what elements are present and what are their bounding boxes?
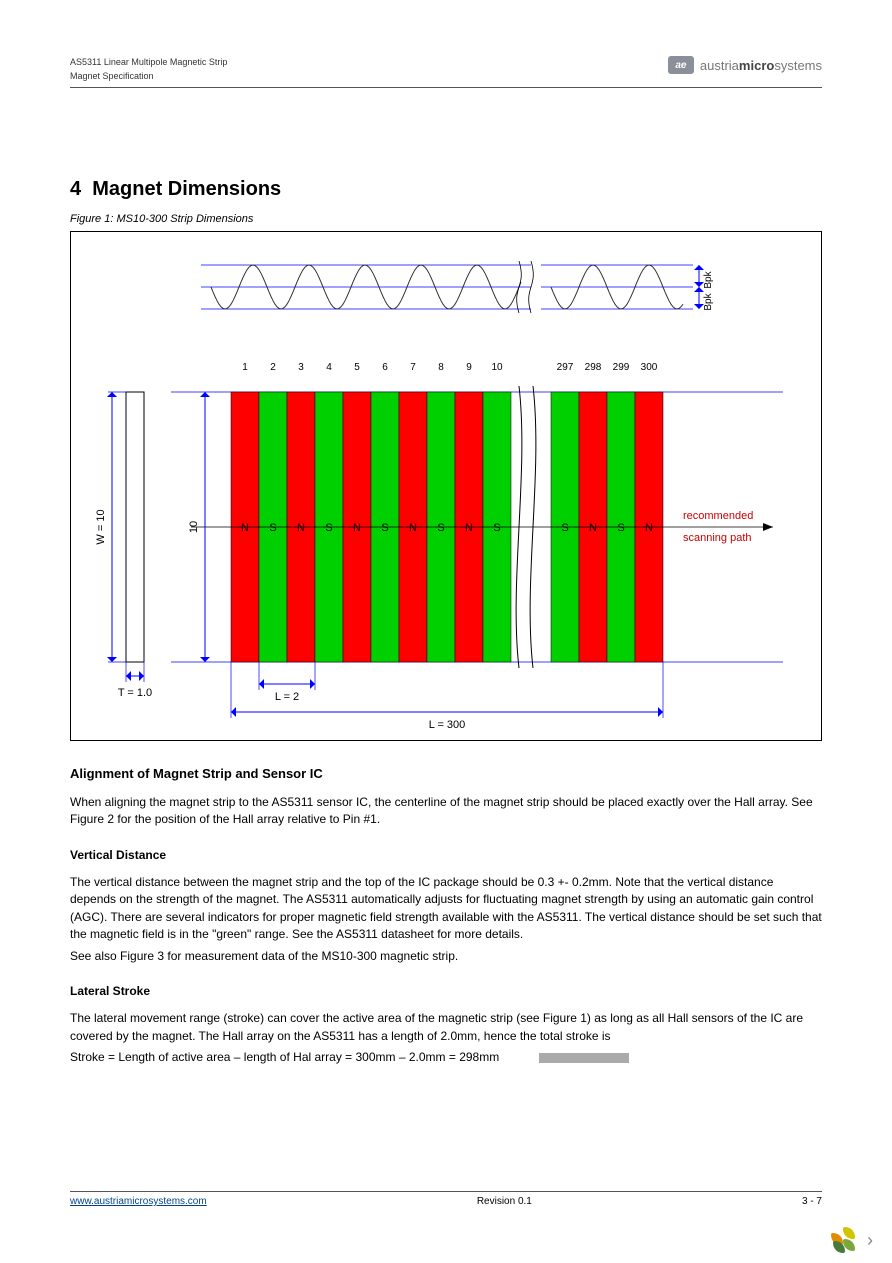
svg-text:scanning path: scanning path xyxy=(683,532,752,544)
figure-1-diagram: Bpk Bpk 1 2 3 4 5 6 7 8 9 10 297 298 299 300 N S N S N S N S N S S… xyxy=(70,231,822,741)
brand-logo-icon: ae xyxy=(668,56,694,74)
svg-text:7: 7 xyxy=(410,362,416,373)
svg-text:6: 6 xyxy=(382,362,388,373)
footer-revision: Revision 0.1 xyxy=(477,1196,532,1207)
svg-text:N: N xyxy=(465,522,473,534)
section-title: 4 Magnet Dimensions xyxy=(70,178,822,201)
section-name: Magnet Dimensions xyxy=(92,178,281,200)
svg-text:N: N xyxy=(409,522,417,534)
svg-text:N: N xyxy=(589,522,597,534)
svg-text:298: 298 xyxy=(585,362,602,373)
footer-page: 3 - 7 xyxy=(802,1196,822,1207)
doc-title: AS5311 Linear Multipole Magnetic Strip xyxy=(70,56,227,70)
brand-systems: systems xyxy=(774,58,822,73)
svg-text:3: 3 xyxy=(298,362,304,373)
vertical-heading: Vertical Distance xyxy=(70,847,822,864)
svg-text:recommended: recommended xyxy=(683,510,753,522)
svg-text:1: 1 xyxy=(242,362,248,373)
alignment-p1: When aligning the magnet strip to the AS… xyxy=(70,794,822,829)
svg-text:N: N xyxy=(645,522,653,534)
doc-subtitle: Magnet Specification xyxy=(70,70,227,84)
svg-text:8: 8 xyxy=(438,362,444,373)
lateral-formula: Stroke = Length of active area – length … xyxy=(70,1050,499,1064)
section-number: 4 xyxy=(70,178,81,200)
svg-text:L = 300: L = 300 xyxy=(429,719,466,731)
footer-url[interactable]: www.austriamicrosystems.com xyxy=(70,1196,207,1207)
svg-text:T = 1.0: T = 1.0 xyxy=(118,687,152,699)
lateral-heading: Lateral Stroke xyxy=(70,983,822,1000)
header-left: AS5311 Linear Multipole Magnetic Strip M… xyxy=(70,56,227,83)
svg-text:S: S xyxy=(269,522,276,534)
brand-austria: austria xyxy=(700,58,739,73)
flower-icon xyxy=(831,1227,857,1253)
corner-widget[interactable]: › xyxy=(812,1217,892,1263)
svg-text:S: S xyxy=(437,522,444,534)
alignment-section: Alignment of Magnet Strip and Sensor IC … xyxy=(70,765,822,1067)
svg-text:2: 2 xyxy=(270,362,276,373)
header-right: ae austriamicrosystems xyxy=(668,56,822,74)
svg-text:S: S xyxy=(325,522,332,534)
svg-text:N: N xyxy=(241,522,249,534)
redacted-block xyxy=(539,1053,629,1063)
svg-text:S: S xyxy=(381,522,388,534)
lateral-p2: Stroke = Length of active area – length … xyxy=(70,1049,822,1066)
strip-diagram-svg: Bpk Bpk 1 2 3 4 5 6 7 8 9 10 297 298 299 300 N S N S N S N S N S S… xyxy=(71,232,821,740)
svg-text:10: 10 xyxy=(491,362,503,373)
svg-text:Bpk: Bpk xyxy=(703,270,714,288)
svg-text:297: 297 xyxy=(557,362,574,373)
svg-text:N: N xyxy=(353,522,361,534)
figure-caption: Figure 1: MS10-300 Strip Dimensions xyxy=(70,213,822,225)
lateral-p1: The lateral movement range (stroke) can … xyxy=(70,1010,822,1045)
svg-text:S: S xyxy=(493,522,500,534)
svg-text:5: 5 xyxy=(354,362,360,373)
header-rule xyxy=(70,87,822,88)
svg-text:S: S xyxy=(561,522,568,534)
alignment-heading: Alignment of Magnet Strip and Sensor IC xyxy=(70,765,822,784)
svg-text:Bpk: Bpk xyxy=(703,292,714,310)
svg-text:L = 2: L = 2 xyxy=(275,691,299,703)
svg-text:N: N xyxy=(297,522,305,534)
brand-micro: micro xyxy=(739,58,774,73)
chevron-right-icon[interactable]: › xyxy=(867,1230,873,1251)
page-header: AS5311 Linear Multipole Magnetic Strip M… xyxy=(70,56,822,83)
svg-text:9: 9 xyxy=(466,362,472,373)
page-footer: www.austriamicrosystems.com Revision 0.1… xyxy=(70,1191,822,1207)
svg-text:300: 300 xyxy=(641,362,658,373)
svg-text:299: 299 xyxy=(613,362,630,373)
svg-text:W = 10: W = 10 xyxy=(95,509,107,544)
svg-text:10: 10 xyxy=(188,521,200,533)
vertical-p1: The vertical distance between the magnet… xyxy=(70,874,822,944)
brand-text: austriamicrosystems xyxy=(700,58,822,73)
vertical-p2: See also Figure 3 for measurement data o… xyxy=(70,948,822,965)
svg-text:4: 4 xyxy=(326,362,332,373)
svg-text:S: S xyxy=(617,522,624,534)
